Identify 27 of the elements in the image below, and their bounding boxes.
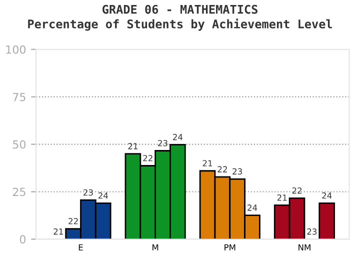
text: 24 xyxy=(248,204,258,211)
series-label: 21 xyxy=(128,143,138,150)
text: 23 xyxy=(232,168,242,175)
text: 21 xyxy=(277,194,287,201)
text: 22 xyxy=(143,154,152,162)
text: 24 xyxy=(322,192,332,199)
y-tick-label: 100 xyxy=(6,45,26,54)
series-label: 24 xyxy=(98,192,108,199)
chart-title: GRADE 06 - MATHEMATICS xyxy=(102,4,258,14)
text: 23 xyxy=(307,228,317,235)
text: 22 xyxy=(218,166,227,172)
text: 21 xyxy=(202,160,212,166)
text: 23 xyxy=(158,140,168,146)
x-tick-label: PM xyxy=(224,244,236,250)
y-tick-label: 25 xyxy=(12,188,26,196)
series-label: 22 xyxy=(68,218,78,224)
text: 22 xyxy=(292,187,302,194)
y-tick-label: 75 xyxy=(13,92,26,102)
y-tick-label: 0 xyxy=(20,235,26,244)
text: 24 xyxy=(172,134,183,140)
x-tick-label: E xyxy=(78,244,83,250)
x-tick-label: M xyxy=(152,244,158,250)
series-label: 23 xyxy=(84,189,93,196)
text: 21 xyxy=(54,228,63,235)
x-tick-label: NM xyxy=(298,244,310,250)
y-tick-label: 50 xyxy=(12,140,26,149)
chart-subtitle: Percentage of Students by Achievement Level xyxy=(28,18,332,31)
